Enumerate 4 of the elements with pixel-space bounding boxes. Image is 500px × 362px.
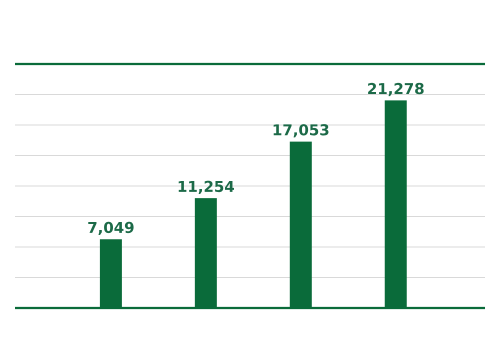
data-label: 11,254: [178, 180, 234, 194]
data-label: 17,053: [274, 124, 328, 138]
data-label: 21,278: [368, 82, 424, 96]
data-label: 7,049: [88, 222, 134, 236]
